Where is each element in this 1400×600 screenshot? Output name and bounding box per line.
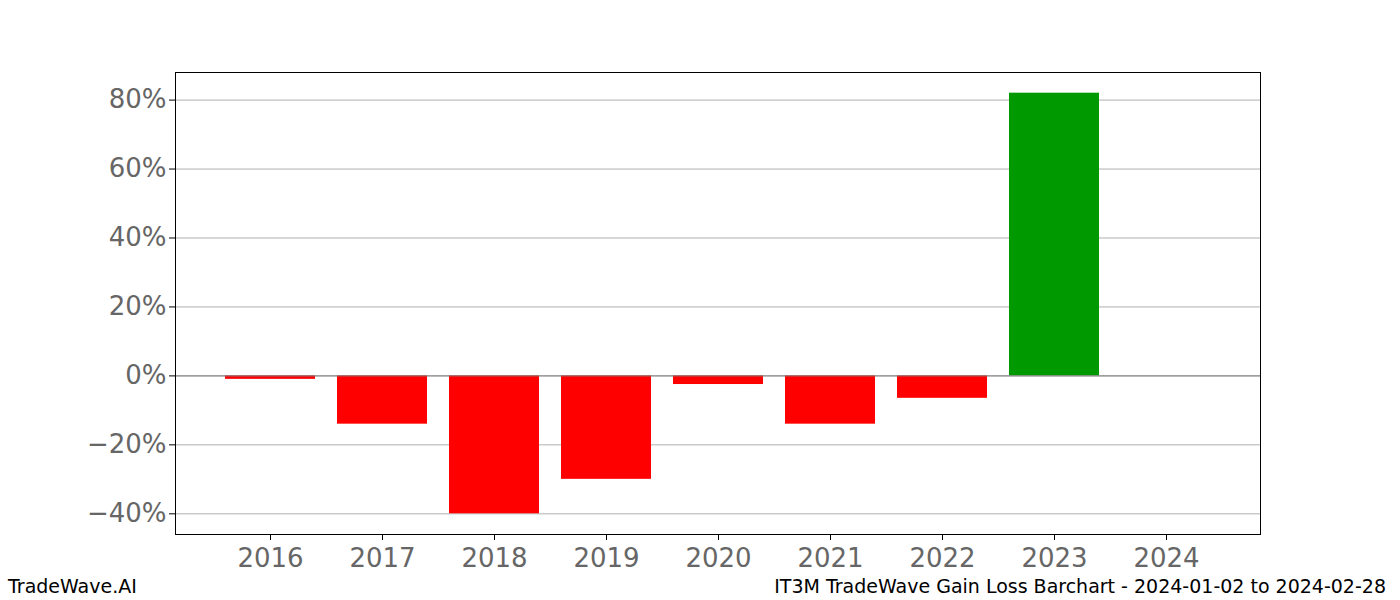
svg-text:−40%: −40% <box>87 498 167 528</box>
svg-text:40%: 40% <box>109 222 167 252</box>
svg-text:2022: 2022 <box>909 543 975 573</box>
svg-text:0%: 0% <box>125 360 166 390</box>
svg-text:2017: 2017 <box>349 543 415 573</box>
svg-text:60%: 60% <box>109 153 167 183</box>
svg-text:80%: 80% <box>109 84 167 114</box>
svg-text:2019: 2019 <box>573 543 639 573</box>
html-text:IT3M TradeWave Gain Loss Barch: IT3M TradeWave Gain Loss Barchart - 2024… <box>774 575 1386 597</box>
svg-text:2020: 2020 <box>685 543 751 573</box>
svg-text:20%: 20% <box>109 291 167 321</box>
svg-text:2018: 2018 <box>461 543 527 573</box>
svg-text:2024: 2024 <box>1133 543 1199 573</box>
svg-text:2023: 2023 <box>1021 543 1087 573</box>
svg-text:2016: 2016 <box>237 543 303 573</box>
svg-text:2021: 2021 <box>797 543 863 573</box>
svg-text:−20%: −20% <box>87 429 167 459</box>
html-text:TradeWave.AI: TradeWave.AI <box>8 575 137 597</box>
